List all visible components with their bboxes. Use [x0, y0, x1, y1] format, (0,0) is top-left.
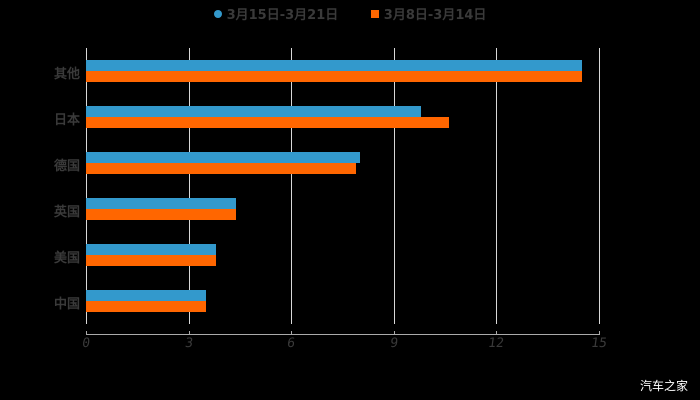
category-label: 美国 [53, 251, 80, 266]
circle-marker-icon [213, 9, 222, 18]
x-tick-label: 3 [183, 336, 194, 351]
category-label: 日本 [53, 113, 80, 128]
bar[interactable] [86, 255, 216, 266]
bar[interactable] [86, 244, 216, 255]
x-tick-label: 0 [81, 336, 91, 351]
bar[interactable] [86, 71, 582, 82]
legend-label: 3月8日-3月14日 [383, 8, 487, 23]
gridline [393, 48, 395, 324]
x-tick-label: 15 [590, 336, 608, 351]
category-label: 其他 [53, 67, 80, 82]
gridline [188, 48, 190, 324]
x-axis [86, 334, 599, 335]
x-tick-label: 6 [286, 336, 297, 351]
legend-label: 3月15日-3月21日 [226, 8, 339, 23]
watermark: 汽车之家 [639, 379, 688, 393]
x-tick-label: 9 [388, 336, 399, 351]
category-label: 英国 [53, 205, 80, 220]
legend-item-series1[interactable]: 3月15日-3月21日 [213, 4, 339, 23]
x-tick [599, 331, 600, 335]
bar[interactable] [86, 152, 360, 163]
bar[interactable] [86, 163, 357, 174]
x-tick-label: 12 [487, 336, 506, 351]
category-label: 中国 [53, 297, 80, 312]
x-tick [188, 331, 190, 335]
x-tick [291, 331, 293, 335]
gridline [496, 48, 498, 324]
gridline [599, 48, 600, 324]
legend: 3月15日-3月21日 3月8日-3月14日 [0, 4, 700, 23]
bar[interactable] [86, 301, 206, 312]
x-tick [496, 331, 498, 335]
bar[interactable] [86, 198, 237, 209]
bar[interactable] [86, 60, 582, 71]
bar[interactable] [86, 209, 237, 220]
square-marker-icon [370, 9, 379, 18]
x-tick [393, 331, 395, 335]
legend-item-series2[interactable]: 3月8日-3月14日 [370, 4, 487, 23]
x-tick [86, 331, 87, 335]
gridline [86, 48, 87, 324]
category-label: 德国 [53, 159, 80, 174]
bar[interactable] [86, 106, 422, 117]
gridline [291, 48, 293, 324]
bar[interactable] [86, 290, 206, 301]
bar[interactable] [86, 117, 449, 128]
